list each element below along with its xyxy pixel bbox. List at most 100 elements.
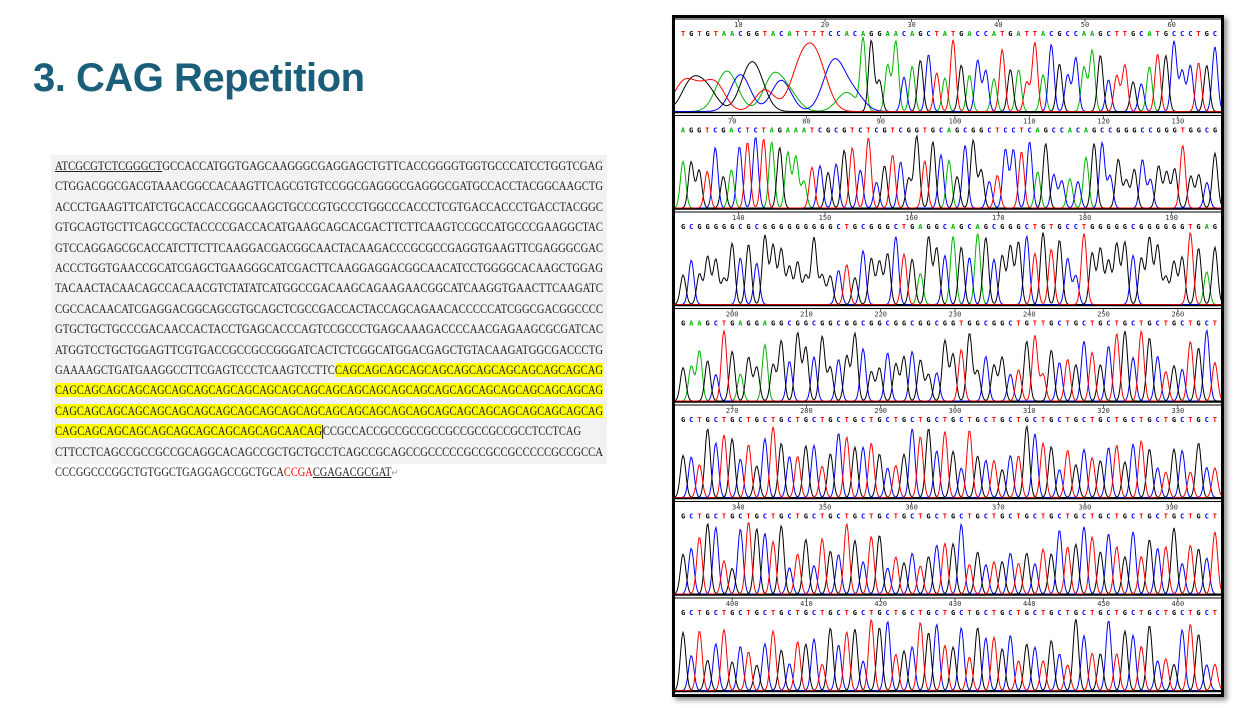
base-call: A [763, 320, 768, 328]
base-call: T [918, 609, 922, 617]
base-call: C [1033, 513, 1037, 521]
base-call: T [967, 416, 971, 424]
sequence-line: CTTCCTCAGCCGCCGCCGCAGGCACAGCCGCTGCTGCCTC… [55, 443, 603, 462]
base-call: C [910, 609, 914, 617]
trace-T [675, 522, 1221, 595]
base-call: T [1164, 609, 1168, 617]
base-call: T [845, 513, 849, 521]
base-call: A [802, 127, 807, 135]
trace-T [675, 39, 1221, 112]
ruler-number: 430 [949, 600, 962, 608]
base-call: G [1173, 127, 1177, 135]
base-call: C [861, 416, 865, 424]
base-call: G [697, 127, 701, 135]
base-call: T [1033, 320, 1037, 328]
base-call: G [796, 320, 800, 328]
sequence-line: CAGCAGCAGCAGCAGCAGCAGCAGCAGCAGCAGCAGCAGC… [55, 402, 603, 421]
base-call: A [1068, 127, 1073, 135]
base-call: G [763, 223, 767, 231]
base-call: T [1090, 513, 1094, 521]
base-call: A [1090, 30, 1095, 38]
base-call: G [869, 320, 873, 328]
base-call: C [1057, 320, 1061, 328]
base-call: G [907, 127, 911, 135]
base-call: T [1188, 223, 1192, 231]
base-call: G [706, 30, 710, 38]
base-call: T [1016, 609, 1020, 617]
sequence-segment: GAAAAGCTGATGAAGGCCTTCGAGTCCCTCAAGTCCTTC [55, 363, 335, 377]
base-call: C [1131, 513, 1135, 521]
base-call: G [1123, 223, 1127, 231]
base-call: T [894, 609, 898, 617]
base-call: A [967, 30, 972, 38]
base-call: G [730, 609, 734, 617]
ruler-number: 200 [726, 311, 739, 319]
base-call: G [853, 320, 857, 328]
ruler-number: 230 [949, 311, 962, 319]
base-call: C [1033, 609, 1037, 617]
base-call: T [995, 127, 999, 135]
base-call: T [1066, 416, 1070, 424]
base-call: C [836, 513, 840, 521]
sequencing-chromatogram: 10 20 30 40 50 60 T G T G T A A C G G T A C A T T T T C C A C A G G A A C… [672, 15, 1224, 697]
base-call: T [1049, 223, 1053, 231]
base-call: C [899, 127, 903, 135]
sequence-segment: ATGGTCCTGCTGGAGTTCGTGACCGCCGCCGGGATCACTC… [55, 342, 603, 357]
base-call: A [943, 30, 948, 38]
base-call: G [804, 223, 808, 231]
base-call: C [984, 320, 988, 328]
base-call: G [1057, 223, 1061, 231]
base-call: G [746, 30, 750, 38]
base-call: C [967, 223, 971, 231]
base-call: T [943, 513, 947, 521]
trace-T [675, 231, 1221, 305]
base-call: T [697, 513, 701, 521]
base-call: G [706, 223, 710, 231]
sequence-segment: CTTCCTCAGCCGCCGCCGCAGGCACAGCCGCTGCTGCCTC… [55, 444, 603, 459]
base-call: T [866, 127, 870, 135]
sequence-segment: GTGCAGTGCTTCAGCCGCTACCCCGACCACATGAAGCAGC… [55, 220, 603, 235]
base-call: C [1082, 416, 1086, 424]
base-call: G [1090, 223, 1094, 231]
base-call: G [959, 223, 963, 231]
base-call: T [763, 30, 767, 38]
base-call: C [812, 609, 816, 617]
base-call: C [959, 609, 963, 617]
ruler-number: 10 [734, 21, 742, 29]
base-call: G [1180, 223, 1184, 231]
base-call: C [763, 609, 767, 617]
base-call: G [877, 30, 881, 38]
base-call: G [1124, 127, 1128, 135]
base-call: A [845, 30, 850, 38]
base-call: C [1008, 320, 1012, 328]
cag-repeat-highlight: CAGCAGCAGCAGCAGCAGCAGCAGCAGCAGCAACAG [55, 424, 322, 439]
base-call: G [681, 513, 685, 521]
base-call: T [845, 416, 849, 424]
base-call: C [1140, 127, 1144, 135]
base-call: T [804, 30, 808, 38]
ruler-number: 150 [819, 214, 832, 222]
base-call: T [1164, 320, 1168, 328]
base-call: C [976, 30, 980, 38]
base-call: G [1098, 320, 1102, 328]
base-call: T [1156, 30, 1160, 38]
base-call: T [1188, 513, 1192, 521]
base-call: C [1106, 609, 1110, 617]
base-call: G [931, 127, 935, 135]
sequence-line: CGCCACAACATCGAGGACGGCAGCGTGCAGCTCGCCGACC… [55, 300, 603, 319]
base-call: C [1148, 127, 1152, 135]
base-call: G [976, 609, 980, 617]
base-call: G [828, 223, 832, 231]
base-call: G [796, 223, 800, 231]
base-call: A [992, 30, 997, 38]
base-call: T [1213, 513, 1217, 521]
base-call: C [858, 127, 862, 135]
base-call: G [1165, 127, 1169, 135]
base-call: T [1115, 513, 1119, 521]
base-call: C [1139, 30, 1143, 38]
base-call: C [861, 320, 865, 328]
base-call: C [1100, 127, 1104, 135]
base-call: G [992, 320, 996, 328]
base-call: A [976, 223, 981, 231]
base-call: C [1180, 609, 1184, 617]
